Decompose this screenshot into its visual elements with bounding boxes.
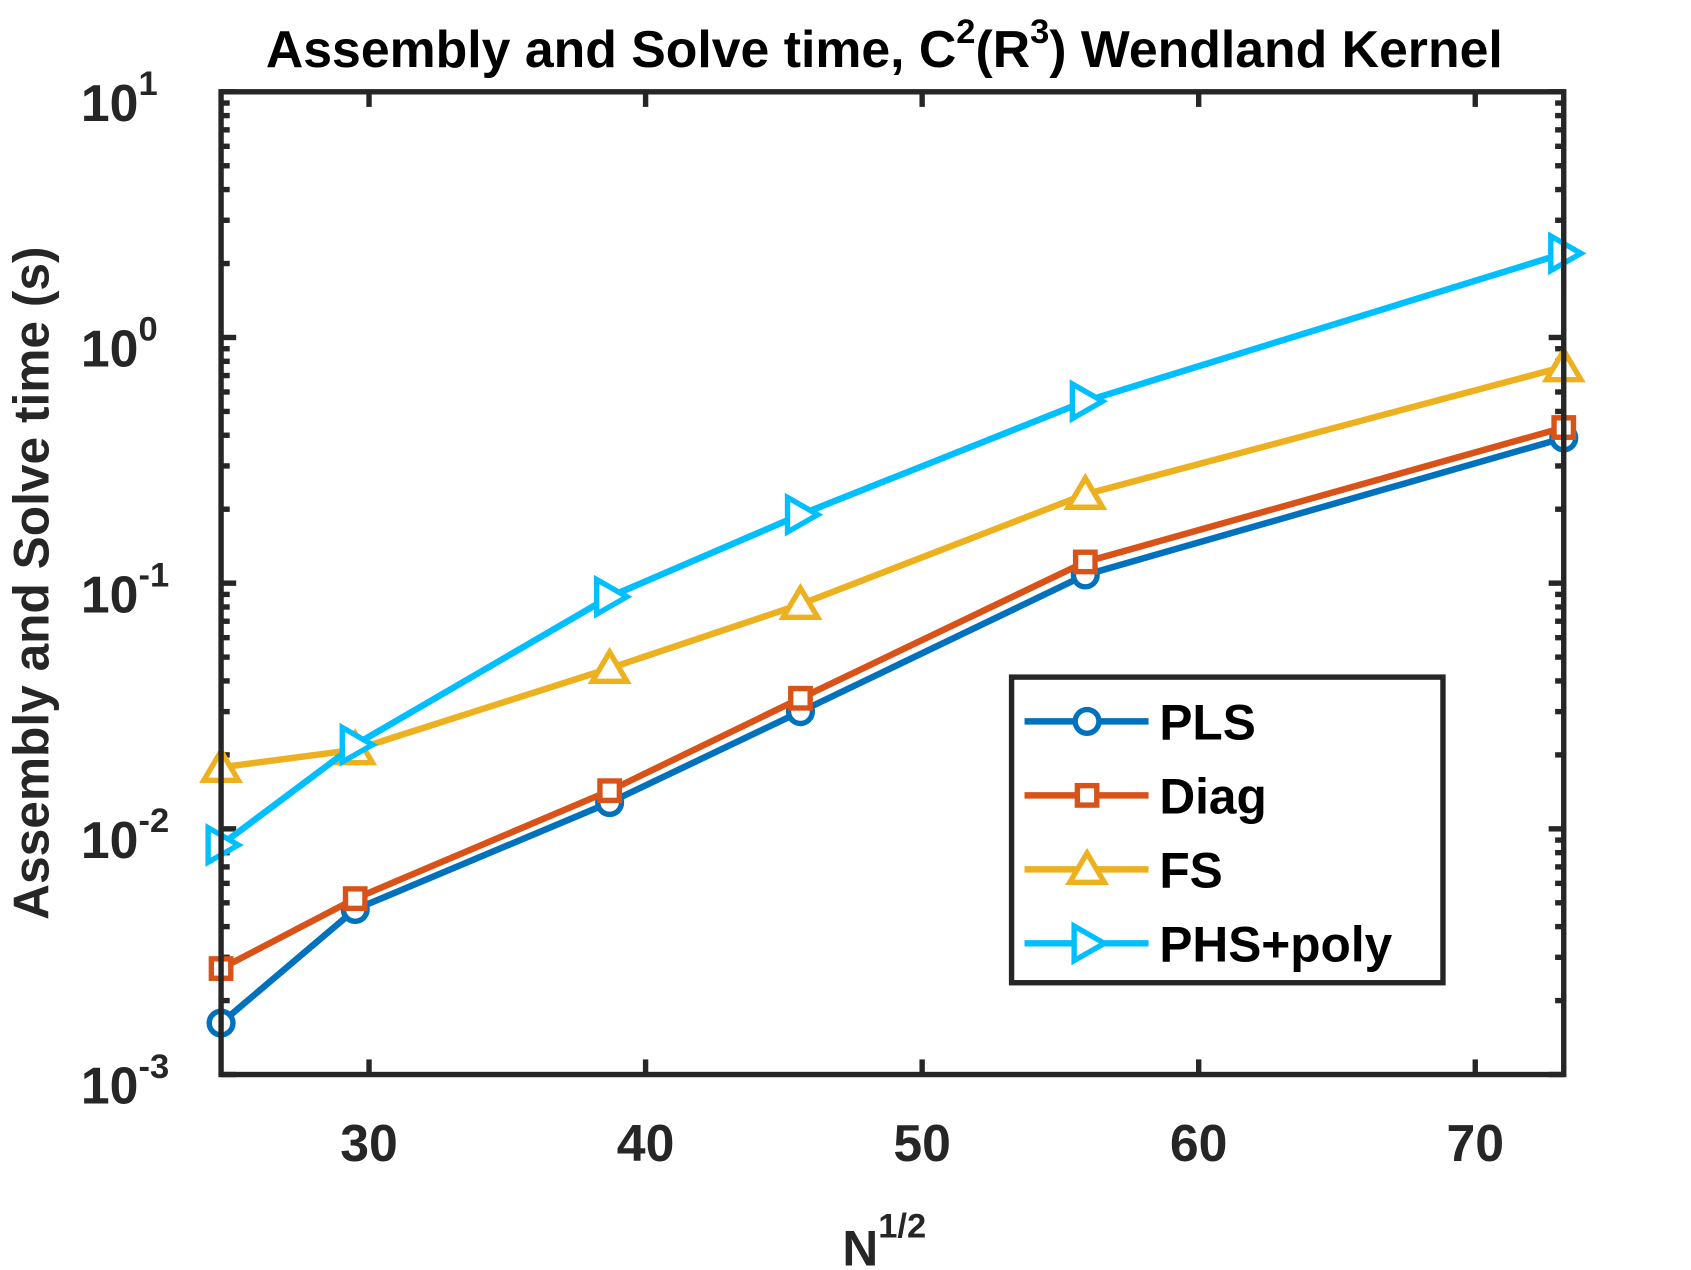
legend-marker — [1065, 847, 1110, 886]
y-axis-label: Assembly and Solve time (s) — [4, 246, 60, 919]
legend-label: PHS+poly — [1159, 917, 1392, 973]
data-point — [1069, 379, 1108, 424]
data-point — [784, 492, 824, 537]
legend-label: Diag — [1159, 769, 1266, 825]
data-point — [342, 886, 368, 912]
series-line — [219, 424, 1565, 972]
legend: PLS Diag FS PHS+poly — [1008, 674, 1446, 986]
legend-label: PLS — [1159, 695, 1255, 751]
data-point — [597, 778, 623, 804]
data-point — [339, 722, 378, 767]
x-tick-label: 60 — [1170, 1114, 1228, 1172]
legend-marker — [1074, 782, 1100, 808]
y-tick-label: 10-1 — [81, 556, 169, 623]
legend-marker — [1071, 921, 1110, 966]
y-tick-label: 10-2 — [81, 802, 169, 869]
x-tick-label: 50 — [893, 1114, 951, 1172]
plot-area-frame — [218, 89, 1567, 1078]
data-point — [788, 685, 813, 711]
x-tick-label: 30 — [340, 1114, 398, 1172]
x-axis-label: N1/2 — [842, 1208, 926, 1270]
data-point — [778, 582, 823, 620]
y-tick-label: 100 — [81, 311, 158, 378]
legend-label: FS — [1159, 843, 1222, 899]
x-tick-label: 40 — [617, 1114, 675, 1172]
data-point — [1072, 549, 1098, 575]
legend-marker — [1072, 706, 1102, 736]
data-point — [1063, 472, 1108, 510]
x-tick-label: 70 — [1446, 1114, 1504, 1172]
chart-title: Assembly and Solve time, C2(R3) Wendland… — [266, 13, 1503, 78]
data-point — [587, 646, 632, 685]
series-line — [220, 363, 1565, 771]
y-tick-label: 10-3 — [81, 1048, 169, 1115]
series-line — [218, 434, 1565, 1026]
y-tick-label: 101 — [81, 65, 158, 132]
data-point — [593, 574, 633, 619]
series-line — [219, 250, 1565, 848]
